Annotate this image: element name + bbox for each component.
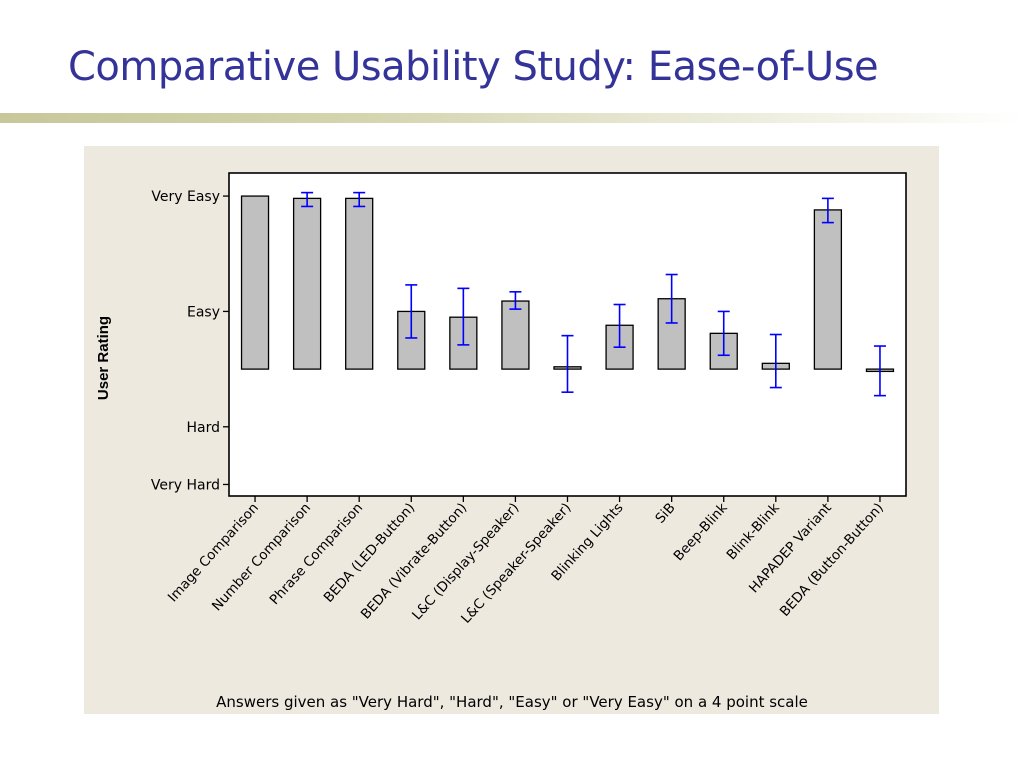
x-tick-label: SiB xyxy=(652,500,678,527)
x-tick-label: BEDA (LED-Button) xyxy=(321,500,419,606)
x-tick-label: BEDA (Vibrate-Button) xyxy=(358,500,470,622)
bar xyxy=(292,197,322,370)
bar-chart: Very Hard Hard Easy Very Easy Image Compari… xyxy=(95,172,907,711)
title-underline-bar xyxy=(0,113,1024,123)
x-tick-label: Phrase Comparison xyxy=(267,500,367,608)
x-tick-label: Beep-Blink xyxy=(671,500,731,564)
y-tick-label: Easy xyxy=(187,304,220,320)
x-tick-label: BEDA (Button-Button) xyxy=(777,500,887,620)
bar xyxy=(501,300,530,370)
y-tick-label: Very Easy xyxy=(151,189,220,205)
x-tick-label: Image Comparison xyxy=(165,500,262,605)
chart-panel: Very Hard Hard Easy Very Easy Image Compari… xyxy=(84,146,939,714)
bar xyxy=(813,209,843,370)
bar xyxy=(240,195,270,370)
y-tick-label: Hard xyxy=(186,420,220,436)
x-tick-label: L&C (Display-Speaker) xyxy=(409,500,522,623)
plot-frame xyxy=(228,172,907,497)
y-tick-label: Very Hard xyxy=(151,477,220,493)
y-axis: Very Hard Hard Easy Very Easy xyxy=(151,189,229,493)
slide-title: Comparative Usability Study: Ease-of-Use xyxy=(68,44,879,90)
error-bars-group xyxy=(301,191,886,397)
chart-caption: Answers given as "Very Hard", "Hard", "E… xyxy=(216,693,808,711)
bar xyxy=(345,197,374,370)
x-tick-label: Number Comparison xyxy=(209,500,314,614)
y-axis-title: User Rating xyxy=(95,316,112,400)
